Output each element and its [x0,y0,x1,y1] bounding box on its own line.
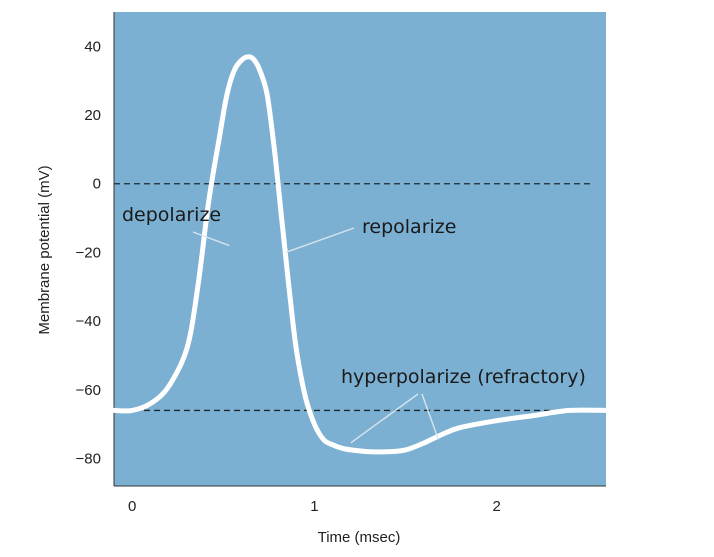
membrane-potential-trace [111,54,609,455]
annotation-pointers [192,227,440,444]
x-tick-label: 0 [128,498,136,515]
annotation-depolarize: depolarize [122,204,221,226]
x-tick-label: 1 [310,498,318,515]
y-tick-label: −40 [76,313,101,330]
y-tick-label: 20 [84,107,101,124]
series-traces [111,54,609,455]
x-tick-label: 2 [492,498,500,515]
annotation-repolarize: repolarize [362,216,456,238]
y-axis-label: Membrane potential (mV) [36,165,53,334]
y-tick-label: 0 [93,176,101,193]
y-tick-labels: 40 20 0 −20 −40 −60 −80 [76,38,101,467]
depolarize-pointer [192,231,230,247]
hyperpolarize-pointer-right [421,393,440,440]
y-tick-label: 40 [84,38,101,55]
x-axis-label: Time (msec) [318,529,401,546]
plot-area [114,12,606,486]
y-tick-label: −60 [76,382,101,399]
reference-lines [114,183,594,412]
hyperpolarize-pointer-left [350,393,419,444]
y-tick-label: −80 [76,451,101,468]
x-tick-labels: 0 1 2 [128,498,501,515]
y-tick-label: −20 [76,244,101,261]
repolarize-pointer [285,227,355,254]
axes [113,12,606,487]
annotation-hyperpolarize: hyperpolarize (refractory) [341,366,586,388]
